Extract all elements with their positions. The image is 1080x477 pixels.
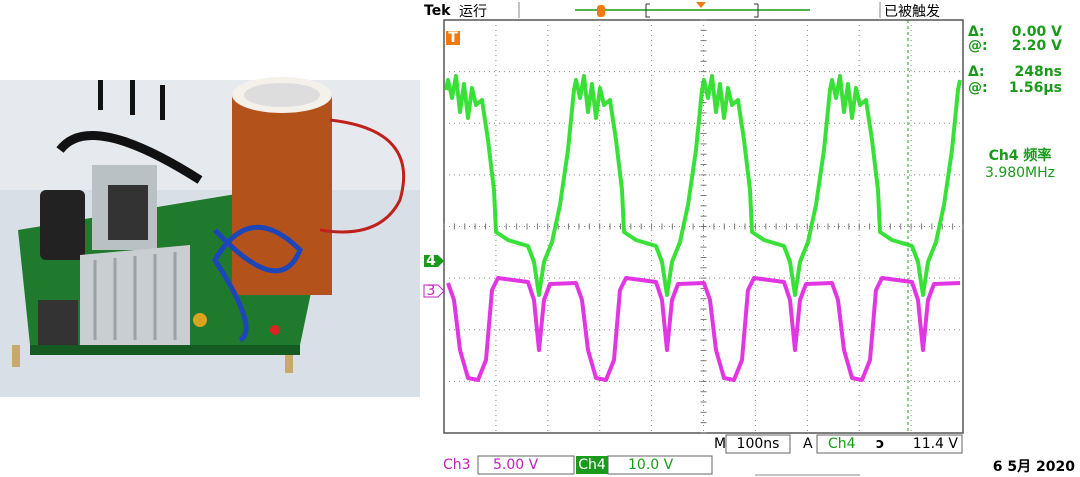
cursor-value: 0.00 V xyxy=(1012,24,1062,40)
trigger-marker-label: T xyxy=(448,30,458,46)
trigger-slope: ↄ xyxy=(876,436,884,452)
ch4-marker-label: 4 xyxy=(426,253,436,269)
box xyxy=(607,455,713,475)
cursor-value: 2.20 V xyxy=(1012,38,1062,54)
timebase-value: 100ns xyxy=(737,436,780,452)
record-window xyxy=(645,3,759,18)
date: 6 5月 2020 xyxy=(993,459,1075,475)
ch4-marker xyxy=(424,255,444,267)
ch3-marker xyxy=(423,284,445,298)
trigger-pos xyxy=(597,5,605,17)
ch4-scale: 10.0 V xyxy=(628,457,674,473)
photo xyxy=(0,77,420,397)
ch4-badge xyxy=(576,456,608,474)
ch3-scale: 5.00 V xyxy=(493,457,539,473)
waveform-ch4 xyxy=(444,74,962,297)
cursor-label: Δ: xyxy=(968,24,984,40)
box xyxy=(725,434,791,454)
freq-value: 3.980MHz xyxy=(985,165,1055,181)
freq-label: Ch4 频率 xyxy=(989,147,1052,164)
ch4-name: Ch4 xyxy=(578,457,606,473)
cursor-label: @: xyxy=(968,38,988,54)
trigger-source: Ch4 xyxy=(828,436,856,452)
brand: Tek xyxy=(424,3,451,19)
cursor-label: Δ: xyxy=(968,64,984,80)
timebase-prefix: M xyxy=(714,436,726,452)
cursor-value: 1.56µs xyxy=(1009,80,1062,96)
screen xyxy=(443,19,964,434)
box xyxy=(477,455,575,475)
cursor-value: 248ns xyxy=(1014,64,1062,80)
cursor-label: @: xyxy=(968,80,988,96)
trigger-marker xyxy=(446,31,460,45)
box xyxy=(816,434,963,454)
readouts: Δ: 0.00 V @: 2.20 V Δ: 248ns @: 1.56µs xyxy=(968,24,1062,96)
trigger-state: 已被触发 xyxy=(884,4,940,20)
ch3-name: Ch3 xyxy=(443,457,471,473)
ch3-marker-label: 3 xyxy=(427,283,436,299)
trigger-level: 11.4 V xyxy=(913,436,959,452)
trigger-pos xyxy=(696,2,706,8)
run-status: 运行 xyxy=(459,4,487,20)
waveform-ch3 xyxy=(446,276,961,382)
trigger-prefix: A xyxy=(803,436,813,452)
